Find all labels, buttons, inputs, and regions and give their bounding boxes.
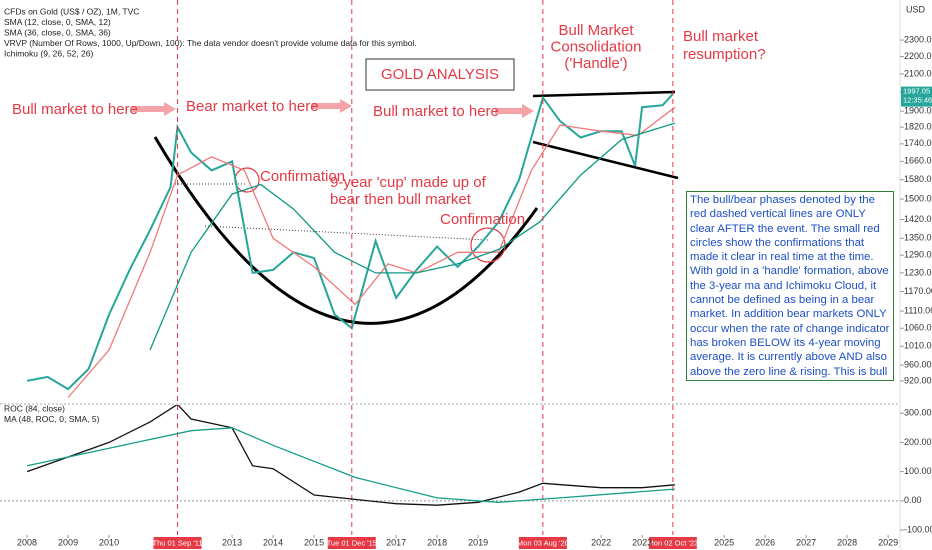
- y-tick-label: 920.00: [904, 375, 932, 385]
- arrow: [312, 99, 352, 113]
- unit-label: USD: [906, 4, 926, 14]
- annotation: Confirmation: [440, 211, 525, 228]
- legend-entry: Ichimoku (9, 26, 52, 26): [4, 48, 93, 58]
- y-tick-label: 1900.00: [904, 106, 932, 116]
- annotation: Bull market to here: [12, 101, 138, 118]
- annotation: resumption?: [683, 46, 766, 63]
- event-label-bg: [518, 537, 567, 549]
- event-label-bg: [153, 537, 202, 549]
- y-tick-label: 200.00: [904, 437, 932, 447]
- handle-top: [532, 90, 676, 98]
- x-tick-label: 2027: [796, 537, 816, 547]
- annotation: GOLD ANALYSIS: [381, 66, 499, 83]
- confirmation-circle: [234, 167, 260, 193]
- heading-box: [365, 58, 515, 91]
- x-tick-label: 2019: [468, 537, 488, 547]
- legend-entry: CFDs on Gold (US$ / OZ), 1M, TVC: [4, 6, 139, 16]
- event-label-bg: [648, 537, 697, 549]
- y-tick-label: 1060.00: [904, 323, 932, 333]
- arrow: [132, 102, 176, 116]
- y-tick-label: 1290.00: [904, 250, 932, 260]
- arrow: [495, 104, 534, 118]
- y-tick-label: 2100.00: [904, 68, 932, 78]
- x-tick-label: 2010: [99, 537, 119, 547]
- y-tick-label: -100.00: [904, 524, 932, 534]
- event-label: Thu 01 Sep '11: [152, 538, 202, 547]
- event-label: Mon 03 Aug '20: [517, 538, 569, 547]
- price-badge-countdown: 12:35:46: [903, 96, 932, 105]
- y-tick-label: 1110.00: [904, 305, 932, 315]
- x-tick-label: 2018: [427, 537, 447, 547]
- y-tick-label: 1660.00: [904, 156, 932, 166]
- annotation: Bear market to here: [186, 98, 319, 115]
- y-tick-label: 1500.00: [904, 193, 932, 203]
- event-label: Mon 02 Oct '23: [648, 538, 699, 547]
- legend-entry: SMA (12, close, 0, SMA, 12): [4, 17, 111, 27]
- cup-curve: [153, 136, 539, 325]
- x-tick-label: 2009: [58, 537, 78, 547]
- x-tick-label: 2026: [755, 537, 775, 547]
- x-tick-label: 2008: [17, 537, 37, 547]
- y-tick-label: 1170.00: [904, 286, 932, 296]
- x-tick-label: 2028: [837, 537, 857, 547]
- note-box: The bull/bear phases denoted by the red …: [686, 191, 894, 381]
- legend-entry: ROC (84, close): [4, 403, 65, 413]
- annotation: bear then bull market: [330, 191, 472, 208]
- y-tick-label: 2200.00: [904, 51, 932, 61]
- y-tick-label: 2300.00: [904, 34, 932, 44]
- y-tick-label: 300.00: [904, 408, 932, 418]
- legend-entry: VRVP (Number Of Rows, 1000, Up/Down, 100…: [4, 38, 417, 48]
- annotation: ('Handle'): [564, 55, 627, 72]
- annotation: 9-year 'cup' made up of: [330, 174, 487, 191]
- series-line: [67, 106, 676, 398]
- event-label-bg: [327, 537, 376, 549]
- annotation: Bull Market: [558, 22, 634, 39]
- y-tick-label: 100.00: [904, 466, 932, 476]
- x-tick-label: 2029: [878, 537, 898, 547]
- x-tick-label: 2017: [386, 537, 406, 547]
- x-tick-label: 2025: [714, 537, 734, 547]
- x-tick-label: 2013: [222, 537, 242, 547]
- x-tick-label: 2022: [591, 537, 611, 547]
- series-line: [26, 93, 674, 391]
- y-tick-label: 1740.00: [904, 138, 932, 148]
- series-line: [26, 405, 675, 506]
- legend-entry: MA (48, ROC, 0, SMA, 5): [4, 414, 100, 424]
- x-tick-label: 2015: [304, 537, 324, 547]
- event-label: Tue 01 Dec '15: [327, 538, 377, 547]
- y-tick-label: 1230.00: [904, 267, 932, 277]
- y-tick-label: 960.00: [904, 359, 932, 369]
- series-group: [26, 405, 675, 506]
- price-badge-value: 1997.05: [903, 87, 930, 96]
- x-tick-label: 2014: [263, 537, 283, 547]
- annotation: Confirmation: [260, 168, 345, 185]
- price-badge: [901, 86, 932, 107]
- annotation: Bull market to here: [373, 103, 499, 120]
- series-group: [26, 93, 676, 398]
- annotation: Bull market: [683, 28, 759, 45]
- y-tick-label: 0.00: [904, 495, 922, 505]
- y-tick-label: 1580.00: [904, 174, 932, 184]
- y-tick-label: 1820.00: [904, 122, 932, 132]
- handle-bottom: [532, 140, 679, 180]
- x-tick-label: 2023: [632, 537, 652, 547]
- legend-entry: SMA (36, close, 0, SMA, 36): [4, 27, 111, 37]
- series-line: [26, 427, 675, 503]
- y-tick-label: 1350.00: [904, 233, 932, 243]
- confirmation-level: [204, 225, 489, 241]
- series-line: [149, 122, 676, 351]
- arrows: [132, 99, 534, 118]
- y-tick-label: 1010.00: [904, 341, 932, 351]
- y-tick-label: 1420.00: [904, 214, 932, 224]
- annotation: Consolidation: [551, 38, 642, 55]
